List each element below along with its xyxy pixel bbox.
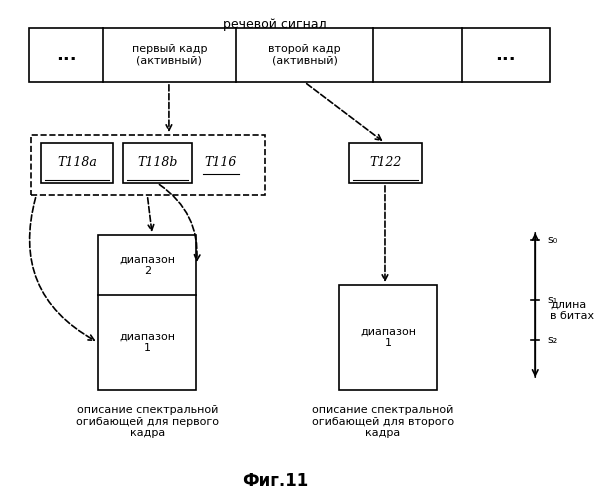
Text: ...: ... (496, 46, 516, 64)
Text: речевой сигнал: речевой сигнал (223, 18, 327, 31)
Text: T118b: T118b (137, 156, 177, 170)
Bar (123, 143, 192, 183)
Bar (98, 235, 197, 390)
Bar (30, 28, 550, 82)
Text: длина
в битах: длина в битах (550, 299, 594, 321)
Text: второй кадр
(активный): второй кадр (активный) (268, 44, 341, 66)
Text: T116: T116 (205, 156, 237, 170)
Text: s₀: s₀ (547, 235, 557, 245)
FancyBboxPatch shape (31, 135, 265, 195)
Bar (349, 143, 422, 183)
Bar (41, 143, 113, 183)
Text: первый кадр
(активный): первый кадр (активный) (131, 44, 207, 66)
Text: описание спектральной
огибающей для второго
кадра: описание спектральной огибающей для втор… (312, 405, 454, 438)
Text: s₂: s₂ (547, 335, 557, 345)
Text: T118a: T118a (57, 156, 97, 170)
Text: s₁: s₁ (547, 295, 557, 305)
Text: диапазон
2: диапазон 2 (119, 254, 175, 276)
Text: диапазон
1: диапазон 1 (119, 332, 175, 353)
Text: ...: ... (56, 46, 77, 64)
Text: диапазон
1: диапазон 1 (360, 326, 416, 348)
Text: Фиг.11: Фиг.11 (242, 472, 308, 490)
Bar (339, 285, 437, 390)
Text: T122: T122 (369, 156, 402, 170)
Text: описание спектральной
огибающей для первого
кадра: описание спектральной огибающей для перв… (76, 405, 219, 438)
